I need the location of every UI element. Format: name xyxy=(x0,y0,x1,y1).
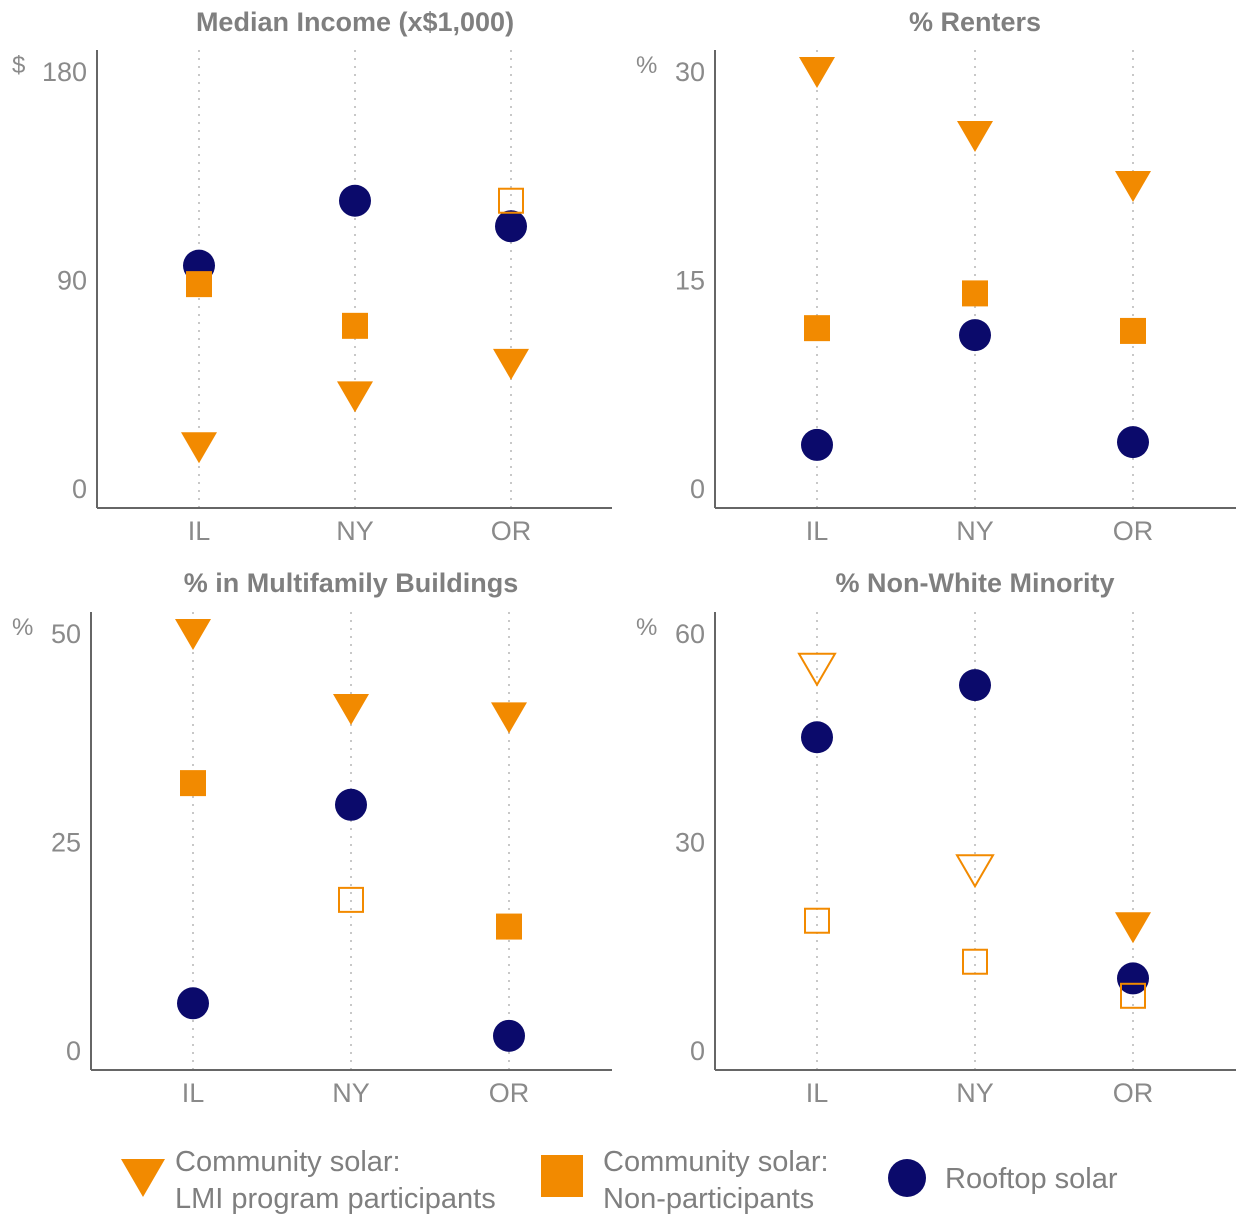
panel-renters: % Renters 0 15 30% IL NY OR xyxy=(636,7,1236,546)
point-square-or xyxy=(1120,982,1146,1009)
legend-circle-icon xyxy=(888,1159,926,1197)
point-square-ny xyxy=(338,886,364,913)
point-circle-ny xyxy=(959,319,991,352)
point-square-il xyxy=(180,770,206,797)
y-tick-label: 0 xyxy=(66,1036,81,1066)
point-circle-ny xyxy=(959,669,991,702)
x-tick-label-ny: NY xyxy=(332,1078,370,1108)
y-tick-label: 30 xyxy=(675,57,705,87)
point-circle-or xyxy=(1117,962,1149,995)
y-tick-label: 180 xyxy=(42,57,87,87)
legend-item-circle: Rooftop solar xyxy=(888,1159,1118,1197)
x-tick-label-or: OR xyxy=(491,516,532,546)
panel-in-multifamily-buildings: % in Multifamily Buildings 0 25 50% IL NY OR xyxy=(12,568,612,1108)
legend-label-line1: Community solar: xyxy=(175,1146,401,1178)
point-square-il xyxy=(186,271,212,298)
legend-triangle-icon xyxy=(121,1159,165,1197)
y-tick-label: 60 xyxy=(675,619,705,649)
x-tick-label-ny: NY xyxy=(956,516,994,546)
point-square-il xyxy=(804,907,830,934)
y-unit-label: % xyxy=(12,614,33,641)
point-circle-or xyxy=(495,210,527,243)
y-tick-label: 90 xyxy=(57,266,87,296)
y-tick-label: 50 xyxy=(51,619,81,649)
y-unit-label: % xyxy=(636,52,657,79)
panel-title: % Renters xyxy=(909,7,1041,37)
y-tick-label: 0 xyxy=(690,1036,705,1066)
point-circle-ny xyxy=(339,184,371,217)
legend-label: Rooftop solar xyxy=(945,1163,1118,1195)
panel-title: % Non-White Minority xyxy=(836,568,1115,598)
y-tick-label: 0 xyxy=(690,474,705,504)
point-circle-or xyxy=(493,1019,525,1052)
point-square-or xyxy=(496,913,522,940)
point-triangle-down-or xyxy=(491,702,527,734)
legend-label-line1: Community solar: xyxy=(603,1146,829,1178)
point-triangle-down-il xyxy=(797,652,837,687)
x-tick-label-or: OR xyxy=(489,1078,530,1108)
point-square-ny xyxy=(962,280,988,307)
point-square-ny xyxy=(342,312,368,339)
legend: Community solar: LMI program participants… xyxy=(121,1146,1118,1215)
x-tick-label-ny: NY xyxy=(336,516,374,546)
x-tick-label-il: IL xyxy=(182,1078,205,1108)
point-square-or xyxy=(1120,317,1146,344)
point-triangle-down-or xyxy=(493,348,529,380)
point-circle-il xyxy=(177,987,209,1020)
x-tick-label-ny: NY xyxy=(956,1078,994,1108)
point-triangle-down-il xyxy=(181,432,217,464)
y-unit-label: $ xyxy=(12,52,25,79)
point-triangle-down-ny xyxy=(955,854,995,889)
point-triangle-down-ny xyxy=(337,381,373,413)
panel-title: Median Income (x$1,000) xyxy=(196,7,514,37)
legend-square-icon xyxy=(541,1155,583,1197)
legend-label-line2: LMI program participants xyxy=(175,1183,496,1215)
point-square-or xyxy=(498,187,524,214)
x-tick-label-or: OR xyxy=(1113,516,1154,546)
x-tick-label-il: IL xyxy=(188,516,211,546)
panel-median-income-x-1-000: Median Income (x$1,000) 0 90 180 $ IL NY OR xyxy=(12,7,612,546)
point-circle-il xyxy=(801,721,833,754)
y-tick-label: 25 xyxy=(51,828,81,858)
panel-non-white-minority: % Non-White Minority 0 30 60% IL NY OR xyxy=(636,568,1236,1108)
y-unit-label: % xyxy=(636,614,657,641)
x-tick-label-or: OR xyxy=(1113,1078,1154,1108)
point-triangle-down-il xyxy=(175,619,211,650)
legend-item-triangle-down: Community solar: LMI program participants xyxy=(121,1146,496,1215)
legend-label-line2: Non-participants xyxy=(603,1183,814,1215)
point-square-il xyxy=(804,315,830,342)
point-triangle-down-ny xyxy=(333,694,369,726)
point-circle-ny xyxy=(335,788,367,821)
point-triangle-down-ny xyxy=(957,120,993,152)
point-circle-or xyxy=(1117,426,1149,459)
point-triangle-down-or xyxy=(1115,170,1151,202)
x-tick-label-il: IL xyxy=(806,1078,829,1108)
y-tick-label: 15 xyxy=(675,266,705,296)
point-triangle-down-il xyxy=(799,57,835,88)
point-circle-il xyxy=(801,428,833,461)
point-triangle-down-or xyxy=(1115,912,1151,944)
legend-item-square: Community solar: Non-participants xyxy=(541,1146,829,1215)
y-tick-label: 30 xyxy=(675,828,705,858)
x-tick-label-il: IL xyxy=(806,516,829,546)
y-tick-label: 0 xyxy=(72,474,87,504)
point-square-ny xyxy=(962,948,988,975)
panel-title: % in Multifamily Buildings xyxy=(184,568,519,598)
